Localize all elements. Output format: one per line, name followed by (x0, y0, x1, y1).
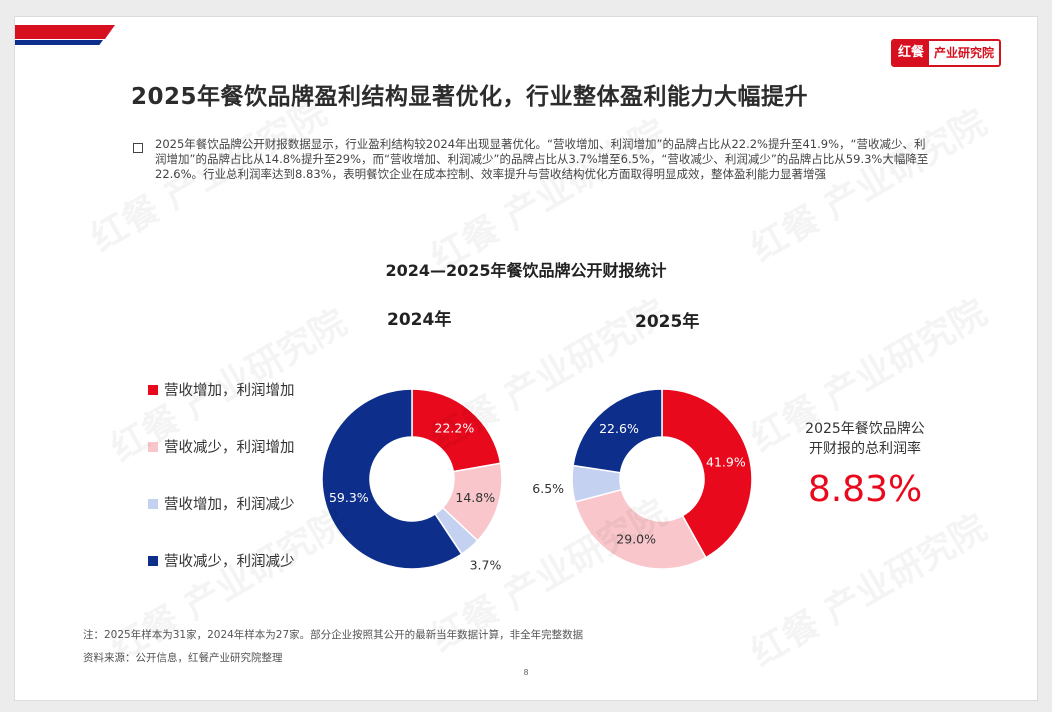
legend-label-2: 营收减少，利润增加 (164, 440, 295, 456)
donut-slice-2024年-inc-inc (411, 388, 502, 473)
profit-rate-label: 2025年餐饮品牌公 开财报的总利润率 (785, 419, 945, 459)
legend-label-4: 营收减少，利润减少 (164, 554, 295, 570)
legend-swatch-2 (148, 441, 158, 452)
legend-label-3: 营收增加，利润减少 (164, 497, 295, 513)
footnote: 注：2025年样本为31家，2024年样本为27家。部分企业按照其公开的最新当年… (83, 629, 584, 641)
year-label-2025: 2025年 (635, 312, 700, 332)
bullet-square-icon (133, 143, 143, 153)
legend-label-1: 营收增加，利润增加 (164, 383, 295, 399)
legend-swatch-4 (148, 555, 158, 566)
profit-rate-label-line2: 开财报的总利润率 (809, 441, 921, 457)
donut-charts: 22.2% 14.8% 3.7% 59.3% 41.9% 29.0% 6.5% 22.6% (321, 388, 753, 573)
donut-label-2025年-dec-inc: 29.0% (616, 532, 656, 547)
donut-slice-2025年-inc-inc (661, 388, 753, 559)
legend-item-2: 营收减少，利润增加 (148, 436, 295, 457)
legend-item-1: 营收增加，利润增加 (148, 379, 295, 400)
summary-paragraph: 2025年餐饮品牌公开财报数据显示，行业盈利结构较2024年出现显著优化。“营收… (155, 137, 929, 181)
page-title: 2025年餐饮品牌盈利结构显著优化，行业整体盈利能力大幅提升 (131, 84, 809, 110)
header-stripe-decoration (15, 25, 115, 45)
slide-page: 2025年餐饮品牌盈利结构显著优化，行业整体盈利能力大幅提升 红餐 产业研究院 … (14, 16, 1038, 701)
donut-label-2025年-inc-inc: 41.9% (706, 454, 746, 469)
legend-item-4: 营收减少，利润减少 (148, 550, 295, 571)
donut-slice-2024年-dec-dec (321, 388, 463, 570)
year-label-2024: 2024年 (387, 310, 452, 330)
donut-label-2024年-inc-dec: 3.7% (470, 558, 502, 573)
chart-title: 2024—2025年餐饮品牌公开财报统计 (385, 261, 667, 280)
donut-label-2024年-dec-inc: 14.8% (455, 490, 495, 505)
logo-text-left: 红餐 (892, 41, 929, 65)
logo-text-right: 产业研究院 (928, 41, 999, 65)
donut-label-2025年-inc-dec: 6.5% (532, 481, 564, 496)
legend-swatch-1 (148, 384, 158, 395)
brand-logo: 红餐 产业研究院 (890, 39, 1001, 67)
legend-swatch-3 (148, 498, 158, 509)
donut-label-2025年-dec-dec: 22.6% (599, 421, 639, 436)
donut-label-2024年-dec-dec: 59.3% (329, 490, 369, 505)
donut-slice-2025年-dec-dec (572, 388, 663, 474)
profit-rate-label-line1: 2025年餐饮品牌公 (805, 421, 925, 437)
source-note: 资料来源：公开信息，红餐产业研究院整理 (83, 652, 283, 664)
donut-label-2024年-inc-inc: 22.2% (435, 420, 475, 435)
legend-item-3: 营收增加，利润减少 (148, 493, 295, 514)
profit-rate-value: 8.83% (807, 469, 923, 510)
donut-slice-2025年-dec-inc (574, 488, 707, 570)
page-number: 8 (523, 668, 529, 677)
